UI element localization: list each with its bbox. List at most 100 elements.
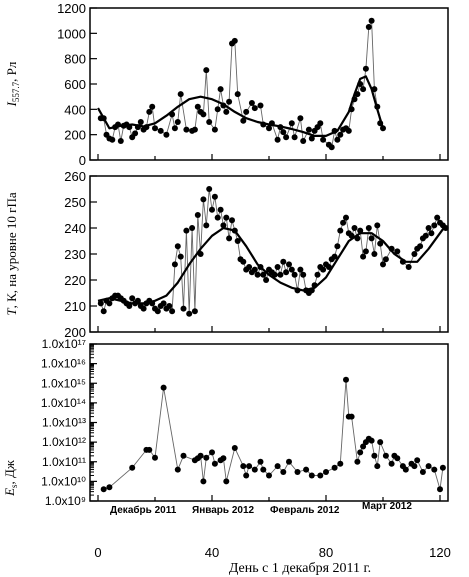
panel-2-data-point	[206, 186, 213, 192]
panel-1-data-point	[214, 106, 221, 113]
panel-3-data-point	[251, 466, 258, 473]
panel-3-ytick-label: 1.0x10¹²	[42, 435, 86, 449]
panel-3-data-point	[243, 472, 250, 479]
panel-1-data-point	[183, 126, 190, 133]
panel-3-data-point	[100, 486, 107, 493]
panel-1-data-point	[157, 127, 164, 134]
panel-1-data-point	[217, 86, 224, 93]
panel-3-data-point	[357, 449, 364, 456]
panel-2-data-point	[226, 235, 233, 242]
panel-3-data-point	[240, 463, 247, 470]
panel-1-data-point	[257, 102, 264, 109]
panel-2-data-line	[100, 188, 447, 314]
panel-3-data-point	[286, 458, 292, 465]
panel-1-data-point	[283, 134, 290, 141]
panel-3-data-point	[180, 452, 187, 459]
panel-2-data-point	[405, 264, 412, 270]
panel-1-data-point	[163, 131, 170, 138]
panel-3-data-point	[425, 463, 432, 470]
panel-2-data-point	[382, 256, 389, 263]
panel-2-data-point	[126, 303, 133, 309]
panel-2-ytick-label: 220	[64, 273, 86, 288]
panel-2-data-point	[171, 261, 178, 268]
panel-3-data-point	[368, 437, 375, 444]
panel-1-data-point	[132, 130, 139, 137]
panel-2-data-point	[431, 222, 438, 229]
panel-2-data-point	[229, 217, 235, 224]
panel-2-data-point	[106, 300, 113, 307]
panel-3-data-point	[160, 384, 167, 391]
panel-2-data-point	[194, 212, 201, 218]
panel-3-data-point	[374, 463, 381, 470]
month-label-dec: Декабрь 2011	[110, 504, 177, 516]
panel-2-data-point	[411, 251, 418, 257]
panel-1-data-point	[365, 24, 372, 30]
panel-1-data-point	[152, 125, 158, 132]
panel-2-data-point	[166, 303, 173, 309]
panel-2-data-point	[277, 271, 284, 278]
panel-2-data-point	[280, 258, 287, 265]
panel-2-data-point	[394, 248, 401, 255]
panel-3-data-point	[331, 464, 338, 471]
panel-1-data-point	[109, 136, 116, 143]
panel-3-data-point	[200, 478, 207, 485]
panel-1-data-point	[191, 126, 198, 133]
panel-2-data-point	[209, 206, 215, 213]
panel-1-data-point	[171, 125, 178, 132]
panel-3-data-point	[223, 478, 230, 485]
panel-2-data-point	[100, 308, 107, 315]
panel-2-data-point	[271, 271, 278, 278]
xtick-label-0: 0	[94, 545, 101, 560]
panel-3-data-point	[377, 439, 384, 446]
panel-2-data-point	[334, 243, 341, 250]
panel-3-data-point	[257, 458, 264, 465]
panel-2-data-point	[300, 271, 307, 278]
panel-3-data-point	[371, 452, 378, 459]
panel-2-data-point	[217, 206, 224, 213]
panel-1-data-point	[266, 125, 272, 132]
panel-1-fit-curve	[97, 75, 385, 137]
panel-1-data-point	[362, 65, 369, 72]
panel-2-ytick-label: 200	[64, 325, 86, 340]
panel-3-data-point	[280, 469, 287, 475]
panel-2-data-point	[97, 300, 104, 307]
panel-2-data-point	[371, 251, 378, 257]
panel-2-data-point	[183, 227, 190, 234]
panel-1-data-point	[240, 117, 247, 124]
panel-3-data-point	[211, 460, 218, 467]
panel-1-data-point	[194, 103, 201, 110]
panel-2-data-point	[169, 308, 176, 315]
month-label-mar: Март 2012	[362, 501, 412, 512]
panel-1-ytick-label: 400	[64, 102, 86, 117]
panel-2-data-point	[434, 214, 441, 221]
panel-2-ytick-label: 210	[64, 299, 86, 314]
panel-3-ytick-label: 1.0x10¹¹	[42, 455, 86, 469]
panel-3-data-point	[294, 469, 301, 475]
panel-3-ytick-label: 1.0x10¹⁶	[41, 357, 86, 371]
xtick-label-80: 80	[319, 545, 333, 560]
panel-1-ylabel: I557.7, Рл	[4, 61, 21, 107]
panel-2-data-point	[297, 266, 304, 273]
panel-1-data-point	[291, 134, 298, 141]
panel-2-data-point	[417, 243, 424, 250]
panel-3-ytick-label: 1.0x10¹⁵	[41, 376, 86, 390]
panel-1-ytick-label: 1200	[57, 1, 86, 16]
panel-1-data-point	[308, 135, 315, 142]
panel-2-data-point	[174, 243, 181, 250]
panel-1-data-point	[174, 119, 181, 125]
panel-3-data-point	[197, 452, 204, 459]
panel-1-data-point	[288, 120, 295, 127]
panel-1-ytick-label: 0	[79, 153, 86, 168]
panel-3-data-point	[388, 460, 395, 467]
panel-2-data-point	[240, 258, 247, 265]
panel-2-data-point	[360, 253, 367, 260]
panel-2-data-point	[129, 295, 136, 302]
panel-1-data-point	[243, 108, 250, 115]
panel-2-data-point	[374, 222, 381, 229]
panel-3-data-point	[266, 472, 272, 479]
panel-2-data-point	[425, 225, 432, 231]
panel-2-data-point	[368, 235, 375, 242]
month-label-feb: Февраль 2012	[270, 505, 340, 516]
panel-1-data-point	[280, 129, 287, 136]
